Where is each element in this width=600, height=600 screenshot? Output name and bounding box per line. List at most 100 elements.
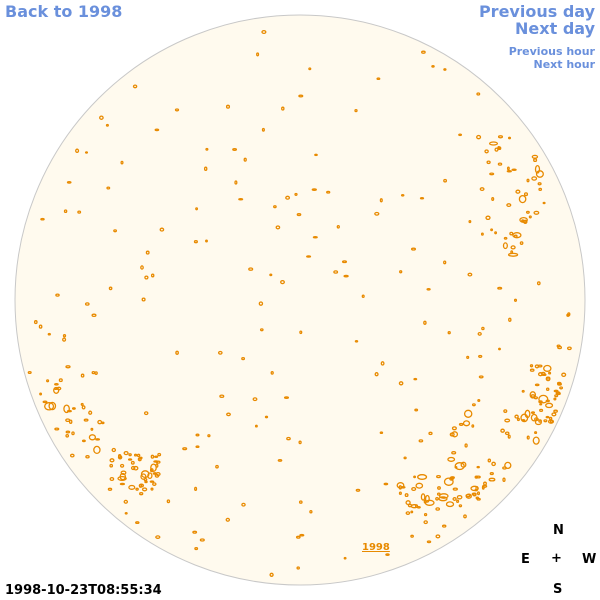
contour-mark	[533, 210, 540, 215]
contour-mark	[452, 487, 458, 491]
contour-mark	[415, 482, 424, 489]
next-day-link[interactable]: Next day	[515, 19, 595, 38]
contour-mark	[84, 151, 89, 154]
contour-mark	[39, 392, 43, 396]
contour-mark	[215, 464, 219, 469]
contour-mark	[232, 148, 238, 151]
contour-mark	[529, 364, 534, 368]
contour-mark	[157, 452, 162, 457]
contour-mark	[308, 67, 312, 71]
contour-mark	[135, 487, 139, 491]
contour-mark	[261, 127, 265, 132]
contour-mark	[153, 455, 159, 458]
contour-mark	[503, 236, 508, 240]
contour-mark	[108, 286, 113, 291]
contour-mark	[71, 431, 75, 436]
contour-mark	[561, 372, 567, 378]
contour-mark	[452, 497, 457, 501]
contour-mark	[557, 382, 562, 386]
contour-mark	[545, 415, 550, 419]
contour-mark	[559, 386, 564, 390]
contour-mark	[217, 350, 223, 355]
contour-mark	[150, 463, 157, 472]
contour-mark	[258, 301, 264, 306]
contour-mark	[419, 196, 425, 200]
contour-mark	[130, 465, 136, 471]
contour-mark	[256, 52, 260, 57]
contour-mark	[436, 474, 441, 479]
contour-mark	[438, 493, 449, 499]
contour-mark	[477, 331, 482, 336]
contour-mark	[150, 454, 155, 459]
contour-mark	[306, 255, 312, 258]
back-to-year-link[interactable]: Back to 1998	[5, 2, 123, 21]
contour-mark	[97, 419, 103, 425]
contour-mark	[298, 440, 302, 445]
contour-mark	[543, 419, 548, 423]
contour-mark	[423, 320, 427, 325]
contour-mark	[545, 376, 551, 382]
contour-mark	[207, 434, 211, 438]
contour-mark	[530, 411, 536, 414]
contour-mark	[295, 535, 301, 539]
contour-mark	[136, 453, 141, 458]
contour-mark	[533, 158, 538, 163]
contour-mark	[480, 232, 484, 236]
contour-mark	[199, 538, 205, 542]
contour-mark	[336, 224, 340, 229]
previous-hour-link[interactable]: Previous hour	[508, 45, 595, 58]
contour-mark	[71, 407, 76, 410]
contour-mark	[95, 438, 101, 441]
contour-mark	[549, 420, 554, 424]
contour-mark	[55, 293, 60, 297]
contour-mark	[532, 436, 540, 445]
contour-mark	[474, 488, 478, 492]
observation-timestamp: 1998-10-23T08:55:34	[5, 583, 162, 598]
contour-mark	[471, 403, 476, 407]
next-hour-link[interactable]: Next hour	[533, 58, 596, 71]
contour-mark	[537, 372, 544, 377]
contour-mark	[299, 330, 303, 335]
contour-mark	[516, 417, 520, 422]
contour-mark	[398, 491, 402, 495]
contour-mark	[502, 466, 507, 470]
contour-mark	[174, 108, 180, 112]
contour-mark	[538, 187, 543, 192]
contour-mark	[298, 500, 303, 504]
contour-mark	[521, 389, 525, 393]
year-label[interactable]: 1998	[362, 542, 390, 553]
contour-mark	[312, 235, 318, 239]
contour-mark	[426, 540, 432, 544]
contour-mark	[281, 106, 285, 111]
contour-mark	[226, 412, 231, 417]
contour-mark	[553, 409, 558, 413]
contour-mark	[54, 382, 59, 386]
contour-mark	[44, 402, 55, 411]
contour-mark	[472, 492, 477, 497]
contour-mark	[539, 408, 544, 413]
contour-mark	[424, 494, 430, 503]
contour-mark	[502, 242, 508, 250]
contour-mark	[343, 274, 349, 278]
contour-mark	[504, 418, 511, 423]
contour-mark	[530, 413, 538, 422]
contour-mark	[506, 166, 510, 171]
contour-mark	[506, 203, 512, 208]
contour-mark	[105, 123, 109, 127]
contour-mark	[404, 493, 409, 498]
contour-mark	[27, 370, 32, 375]
contour-mark	[494, 147, 499, 152]
contour-mark	[40, 217, 45, 221]
contour-mark	[475, 475, 481, 479]
contour-mark	[343, 556, 347, 560]
contour-mark	[75, 148, 80, 154]
contour-mark	[294, 192, 298, 196]
contour-mark	[113, 229, 118, 233]
contour-mark	[195, 207, 199, 211]
contour-mark	[451, 451, 457, 455]
contour-mark	[117, 475, 127, 482]
contour-mark	[435, 534, 441, 539]
contour-mark	[326, 190, 331, 194]
previous-day-link[interactable]: Previous day	[478, 2, 595, 21]
contour-mark	[410, 534, 414, 538]
